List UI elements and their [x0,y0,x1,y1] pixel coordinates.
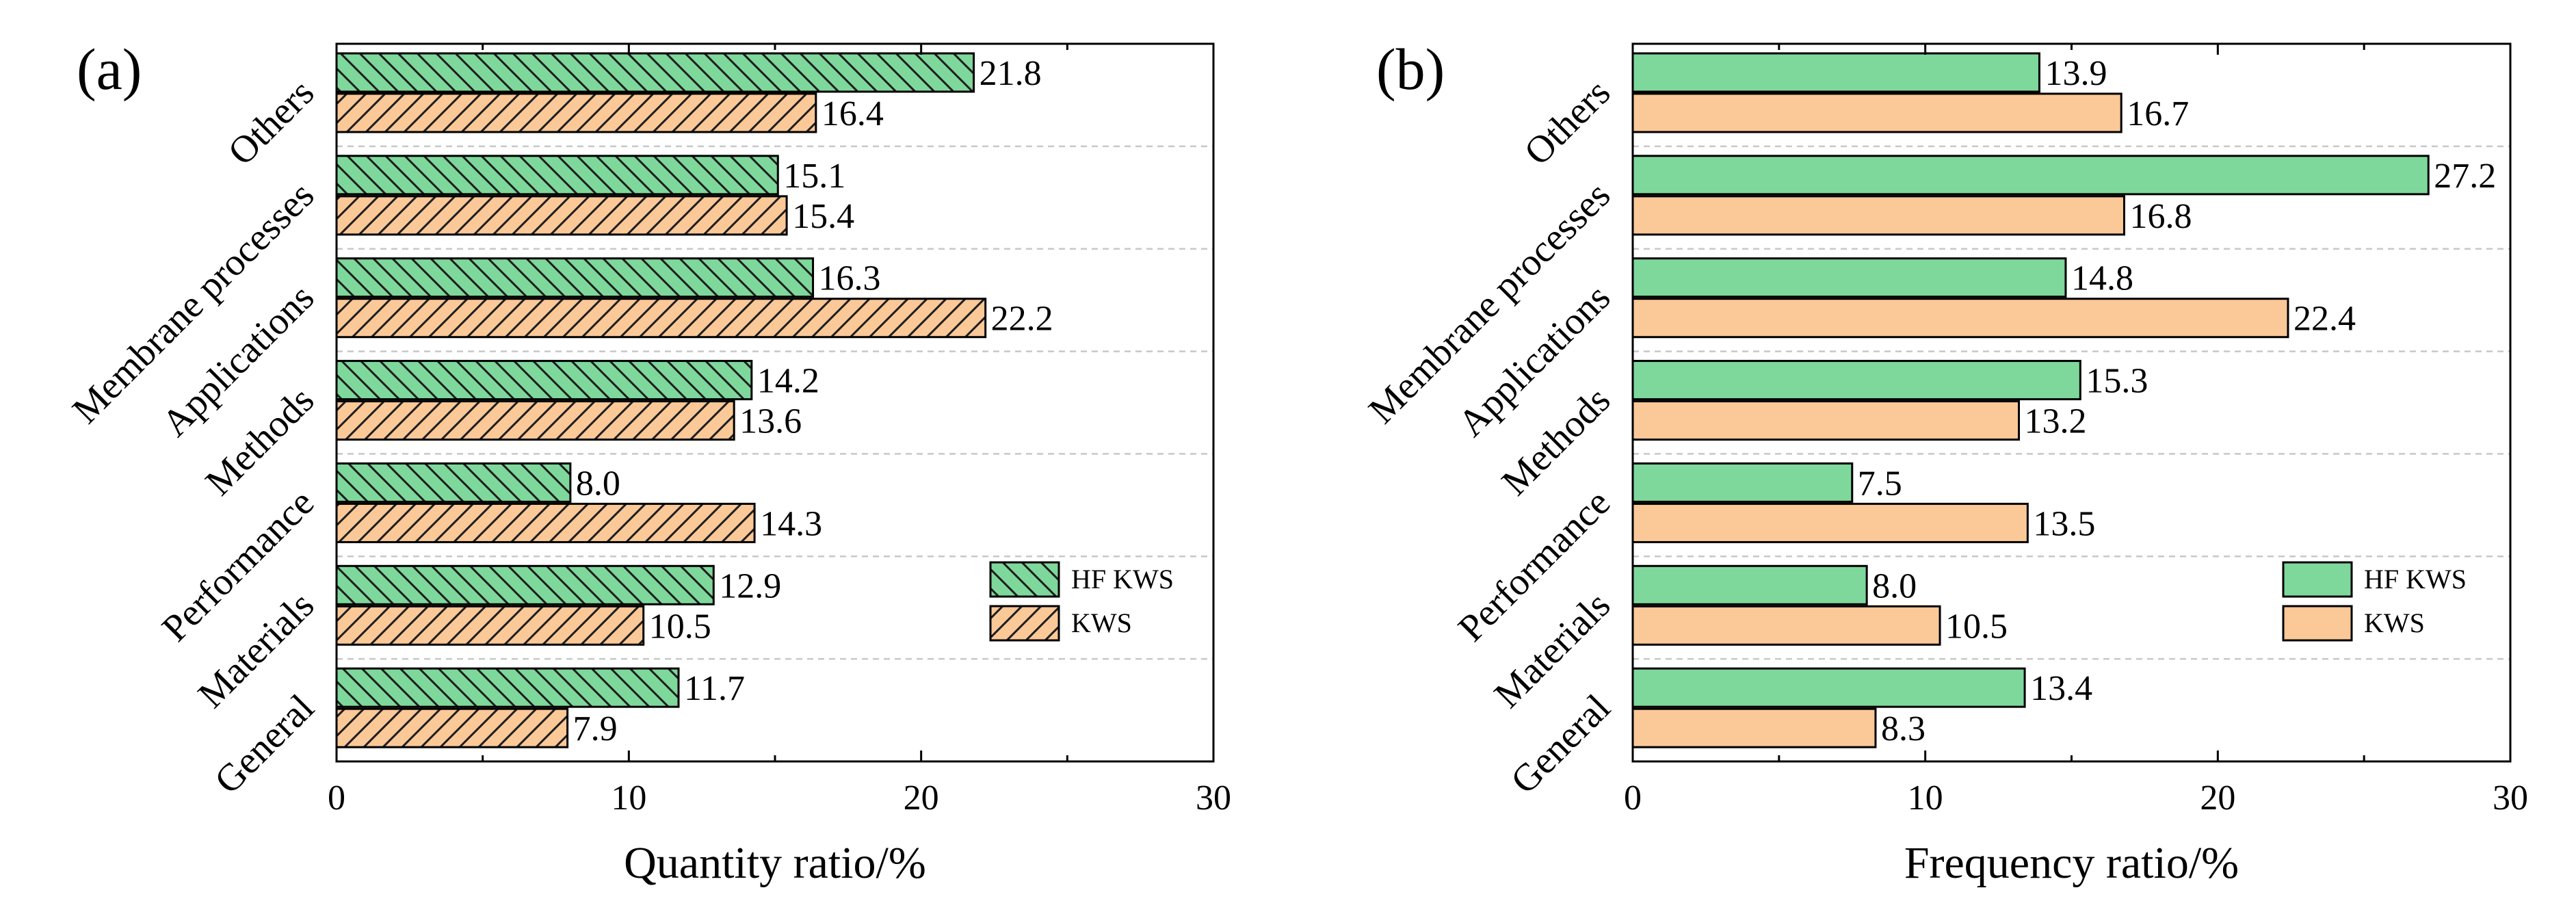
data-label-hf-kws-applications: 14.8 [2071,259,2133,298]
legend-swatch-kws [989,605,1060,642]
data-label-hf-kws-materials: 12.9 [719,566,781,605]
bar-hf-kws-applications [335,257,815,298]
bar-hf-kws-materials [1631,564,1868,605]
x-tick-label: 30 [2493,779,2528,818]
legend-label-hf-kws: HF KWS [1071,564,1174,595]
legend-swatch-kws [2282,605,2353,642]
bar-hf-kws-others [1631,52,2040,93]
bar-kws-performance [335,502,756,543]
data-label-hf-kws-performance: 8.0 [576,464,620,503]
bar-kws-methods [1631,400,2021,441]
category-label-others: Others [1516,71,1618,173]
data-label-kws-general: 8.3 [1881,709,1926,748]
panel-label: (b) [1376,36,1445,102]
panel-label: (a) [77,36,142,102]
bar-kws-general [335,707,569,748]
bar-hf-kws-applications [1631,257,2067,298]
data-label-hf-kws-general: 11.7 [684,669,745,708]
data-label-kws-others: 16.7 [2127,94,2189,133]
bar-kws-applications [1631,298,2289,339]
legend-swatch-hf-kws [2282,561,2353,598]
data-label-hf-kws-performance: 7.5 [1858,464,1902,503]
category-label-others: Others [220,71,322,173]
x-tick-label: 10 [1908,779,1943,818]
x-tick-label: 10 [611,779,646,818]
data-label-kws-membrane-processes: 15.4 [792,197,854,236]
bar-kws-materials [1631,605,1941,646]
bar-hf-kws-materials [335,564,715,605]
data-label-hf-kws-membrane-processes: 15.1 [783,157,845,196]
legend-label-kws: KWS [2364,608,2425,638]
bar-hf-kws-general [1631,667,2026,708]
bar-kws-others [1631,92,2122,133]
x-tick-label: 0 [1624,779,1642,818]
x-tick-label: 30 [1196,779,1231,818]
bar-kws-methods [335,400,735,441]
x-tick-label: 0 [328,779,345,818]
data-label-hf-kws-general: 13.4 [2030,669,2092,708]
data-label-hf-kws-methods: 14.2 [757,362,819,401]
bar-hf-kws-methods [1631,360,2081,401]
legend-label-kws: KWS [1071,608,1132,638]
data-label-kws-methods: 13.2 [2025,402,2087,441]
bar-kws-materials [335,605,645,646]
data-label-kws-materials: 10.5 [1945,607,2008,646]
bar-kws-membrane-processes [335,195,788,236]
bar-hf-kws-membrane-processes [1631,155,2430,196]
data-label-hf-kws-others: 13.9 [2045,54,2107,93]
bar-hf-kws-performance [335,462,572,503]
bar-hf-kws-others [335,52,975,93]
data-label-kws-general: 7.9 [573,709,618,748]
data-label-kws-applications: 22.4 [2294,300,2356,339]
bar-kws-applications [335,298,987,339]
bar-hf-kws-membrane-processes [335,155,779,196]
data-label-hf-kws-applications: 16.3 [819,259,881,298]
x-axis-title: Quantity ratio/% [624,838,926,888]
data-label-hf-kws-materials: 8.0 [1872,566,1917,605]
data-label-kws-materials: 10.5 [649,607,711,646]
x-axis-title: Frequency ratio/% [1904,838,2239,888]
data-label-kws-others: 16.4 [822,94,884,133]
data-label-hf-kws-membrane-processes: 27.2 [2434,157,2496,196]
data-label-hf-kws-others: 21.8 [980,54,1042,93]
bar-hf-kws-general [335,667,680,708]
bar-kws-performance [1631,502,2029,543]
data-label-kws-performance: 13.5 [2033,504,2095,543]
bar-hf-kws-performance [1631,462,1854,503]
bar-kws-general [1631,707,1877,748]
data-label-kws-applications: 22.2 [991,300,1053,339]
data-label-kws-performance: 14.3 [760,504,822,543]
legend-swatch-hf-kws [989,561,1060,598]
bar-kws-membrane-processes [1631,195,2125,236]
bar-hf-kws-methods [335,360,753,401]
data-label-kws-methods: 13.6 [739,402,802,441]
data-label-hf-kws-methods: 15.3 [2086,362,2148,401]
x-tick-label: 20 [904,779,939,818]
x-tick-label: 20 [2200,779,2235,818]
legend-label-hf-kws: HF KWS [2364,564,2467,595]
bar-kws-others [335,92,817,133]
data-label-kws-membrane-processes: 16.8 [2129,197,2192,236]
